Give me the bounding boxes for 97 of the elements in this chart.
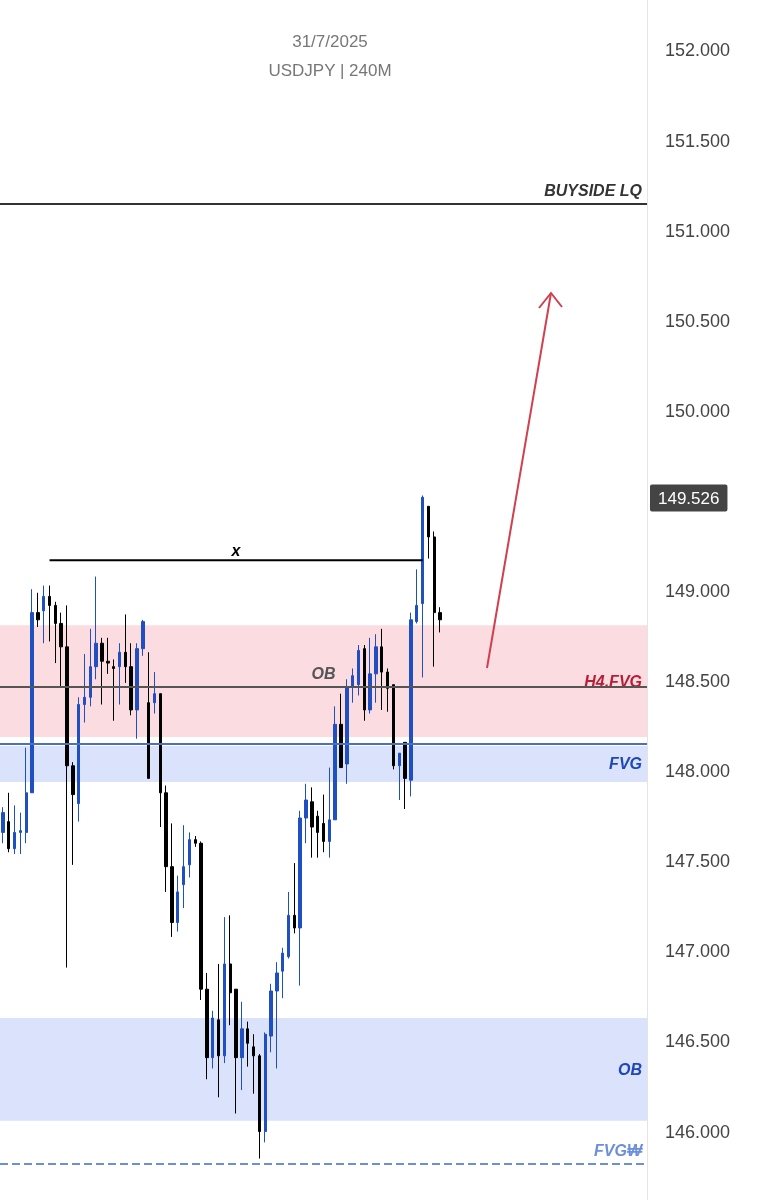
- candlestick: [77, 696, 80, 823]
- y-tick-label: 146.000: [665, 1121, 731, 1142]
- candlestick: [264, 1031, 267, 1143]
- y-tick-label: 148.000: [665, 761, 731, 782]
- candlestick: [54, 601, 57, 664]
- candlestick: [269, 983, 273, 1053]
- ref-line-label: FVG₩: [594, 1142, 644, 1160]
- y-tick-label: 149.000: [665, 580, 731, 601]
- candlestick: [386, 667, 389, 713]
- candlestick: [316, 810, 319, 859]
- candlestick: [25, 747, 28, 844]
- candlestick: [351, 667, 354, 704]
- candlestick: [42, 585, 45, 644]
- candlestick: [59, 612, 63, 687]
- candlestick: [129, 642, 133, 716]
- text: USDJPY | 240M: [268, 61, 392, 80]
- candlestick: [170, 822, 174, 938]
- ref-line-label: OB: [311, 664, 336, 682]
- candlestick: [112, 658, 115, 722]
- candlestick: [182, 824, 185, 909]
- candlestick: [403, 741, 407, 810]
- candlestick: [89, 628, 92, 707]
- candlestick: [94, 576, 98, 680]
- candlestick: [339, 693, 343, 769]
- candlestick: [36, 592, 40, 628]
- candlestick: [298, 810, 302, 987]
- band-label: FVG: [609, 755, 642, 773]
- candlestick: [30, 588, 34, 794]
- candlestick: [438, 606, 442, 633]
- candlestick: [392, 684, 395, 770]
- candlestick: [229, 914, 232, 1026]
- y-tick-label: 151.000: [665, 220, 731, 241]
- candlestick: [100, 637, 104, 705]
- y-tick-label: 150.500: [665, 310, 731, 331]
- candlestick: [48, 585, 51, 642]
- candlestick: [398, 752, 401, 801]
- candlestick: [71, 761, 75, 866]
- y-tick-label: 147.500: [665, 851, 731, 872]
- candlestick: [153, 671, 156, 715]
- candlestick: [13, 804, 16, 855]
- candlestick: [164, 785, 168, 893]
- candlestick: [19, 812, 22, 855]
- candlestick: [345, 678, 349, 785]
- ref-line-label: BUYSIDE LQ: [544, 182, 643, 200]
- candlestick: [275, 961, 279, 1069]
- candlestick: [141, 619, 145, 657]
- candlestick: [333, 705, 337, 821]
- candlestick: [7, 792, 10, 853]
- candlestick: [415, 568, 418, 624]
- y-tick-label: 152.000: [665, 40, 731, 61]
- candlestick: [159, 693, 162, 828]
- text: 149.526: [658, 488, 720, 508]
- y-tick-label: 150.000: [665, 400, 731, 421]
- candlestick: [211, 1010, 214, 1069]
- candlestick: [281, 947, 284, 999]
- candlestick: [310, 786, 314, 859]
- band-label: OB: [618, 1060, 642, 1078]
- candlestick: [1, 806, 5, 844]
- candlestick: [421, 495, 424, 678]
- candlestick: [199, 840, 203, 1001]
- candlestick: [427, 505, 430, 560]
- candlestick: [188, 831, 191, 878]
- y-tick-label: 151.500: [665, 130, 731, 151]
- candlestick: [328, 767, 331, 859]
- candlestick: [293, 862, 296, 934]
- candlestick: [83, 653, 86, 724]
- candlestick: [322, 794, 325, 853]
- candlestick: [252, 1033, 255, 1095]
- candlestick: [304, 783, 308, 844]
- candlestick: [176, 875, 179, 933]
- y-tick-label: 147.000: [665, 941, 731, 962]
- candlestick: [258, 1053, 261, 1160]
- candlestick: [147, 651, 150, 779]
- candlestick: [135, 642, 139, 740]
- candlestick: [240, 1001, 244, 1091]
- candlestick: [287, 891, 290, 960]
- candlestick: [223, 916, 226, 1064]
- y-tick-label: 148.500: [665, 671, 731, 692]
- y-tick-label: 146.500: [665, 1031, 731, 1052]
- candlestick: [246, 1021, 249, 1068]
- candlestick: [374, 633, 378, 704]
- candlestick: [106, 637, 110, 675]
- candlestick: [368, 637, 372, 715]
- candlestick: [124, 613, 127, 684]
- candlestick: [65, 604, 69, 969]
- candlestick: [380, 628, 383, 711]
- candlestick: [234, 988, 238, 1115]
- candlestick: [205, 972, 209, 1080]
- candlestick: [433, 531, 436, 668]
- candlestick: [118, 642, 121, 705]
- candlestick: [217, 963, 220, 1098]
- annotation: x: [230, 542, 242, 560]
- candlestick: [409, 612, 413, 797]
- candlestick: [363, 644, 366, 722]
- text: 31/7/2025: [292, 32, 368, 51]
- candlestick: [357, 644, 360, 696]
- candlestick: [194, 835, 197, 848]
